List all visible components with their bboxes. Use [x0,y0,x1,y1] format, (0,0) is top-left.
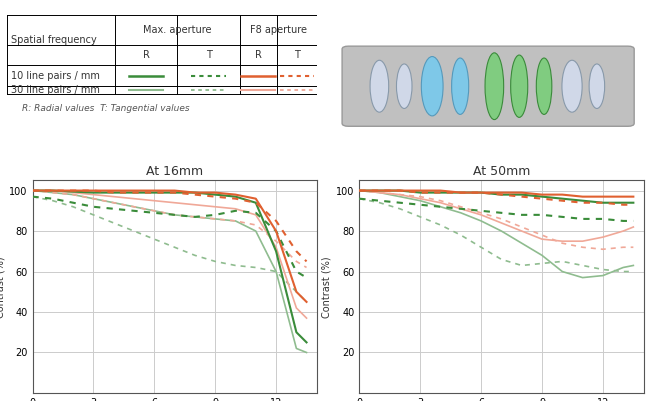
FancyBboxPatch shape [342,46,634,126]
Ellipse shape [421,57,443,116]
Y-axis label: Contrast (%): Contrast (%) [322,256,332,318]
Ellipse shape [396,64,412,109]
Text: 30 line pairs / mm: 30 line pairs / mm [11,85,100,95]
Y-axis label: Contrast (%): Contrast (%) [0,256,5,318]
Ellipse shape [511,55,528,117]
Ellipse shape [589,64,604,109]
Ellipse shape [485,53,504,119]
Title: At 16mm: At 16mm [146,165,203,178]
Text: Spatial frequency: Spatial frequency [11,35,97,45]
Ellipse shape [370,60,389,112]
Text: F8 aperture: F8 aperture [250,25,307,35]
Text: Max. aperture: Max. aperture [143,25,212,35]
Text: T: T [294,50,300,60]
Text: R: R [143,50,150,60]
Text: 10 line pairs / mm: 10 line pairs / mm [11,71,100,81]
Text: R: Radial values  T: Tangential values: R: Radial values T: Tangential values [22,104,190,113]
Ellipse shape [562,60,582,112]
Text: R: R [255,50,262,60]
Text: T: T [205,50,211,60]
Title: At 50mm: At 50mm [473,165,530,178]
Ellipse shape [452,58,469,114]
Ellipse shape [536,58,552,114]
